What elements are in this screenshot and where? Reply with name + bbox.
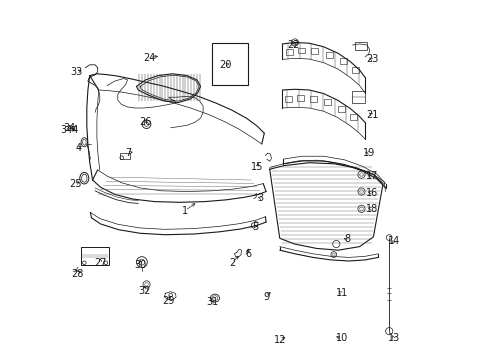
Text: 11: 11 — [335, 288, 347, 298]
Bar — [120, 153, 130, 159]
Bar — [349, 114, 356, 120]
Text: 32: 32 — [138, 285, 150, 296]
Bar — [296, 95, 303, 101]
Text: 1: 1 — [182, 206, 188, 216]
Bar — [339, 58, 346, 64]
Text: 10: 10 — [335, 333, 347, 343]
Bar — [325, 52, 332, 58]
Text: 15: 15 — [250, 162, 263, 172]
Bar — [212, 43, 247, 85]
Text: 14: 14 — [387, 236, 399, 246]
Text: 20: 20 — [219, 60, 231, 70]
Text: 26: 26 — [139, 117, 151, 127]
Text: 34: 34 — [63, 123, 75, 133]
Bar — [309, 96, 317, 102]
Text: 344: 344 — [60, 125, 78, 135]
Bar — [81, 247, 109, 265]
Bar — [337, 106, 345, 112]
Text: 30: 30 — [134, 260, 146, 270]
Bar — [351, 67, 358, 73]
Text: 12: 12 — [274, 335, 286, 345]
Bar — [351, 91, 365, 103]
Text: 28: 28 — [71, 269, 83, 279]
Text: 29: 29 — [163, 296, 175, 306]
Text: 17: 17 — [366, 171, 378, 181]
Text: 23: 23 — [366, 54, 378, 64]
Bar — [310, 48, 318, 54]
Text: 24: 24 — [142, 53, 155, 63]
Text: 7: 7 — [125, 148, 131, 158]
Text: 31: 31 — [205, 297, 218, 307]
Text: 27: 27 — [94, 258, 106, 268]
Bar — [323, 99, 330, 105]
Text: 4: 4 — [75, 143, 81, 153]
Text: 18: 18 — [366, 204, 378, 214]
Text: 13: 13 — [387, 333, 399, 343]
Bar — [355, 42, 366, 50]
Text: 22: 22 — [287, 40, 300, 50]
Bar — [285, 49, 292, 55]
Text: 2: 2 — [228, 258, 235, 268]
Text: 3: 3 — [257, 193, 263, 203]
Bar — [284, 96, 291, 102]
Text: 8: 8 — [344, 234, 349, 244]
Text: 21: 21 — [366, 110, 378, 120]
Bar — [297, 48, 305, 53]
Text: 5: 5 — [252, 222, 258, 232]
Text: 16: 16 — [366, 188, 378, 198]
Text: 25: 25 — [69, 179, 81, 189]
Text: 19: 19 — [362, 148, 374, 158]
Text: 9: 9 — [263, 292, 268, 302]
Text: 6: 6 — [244, 249, 251, 259]
Text: 33: 33 — [70, 67, 82, 77]
